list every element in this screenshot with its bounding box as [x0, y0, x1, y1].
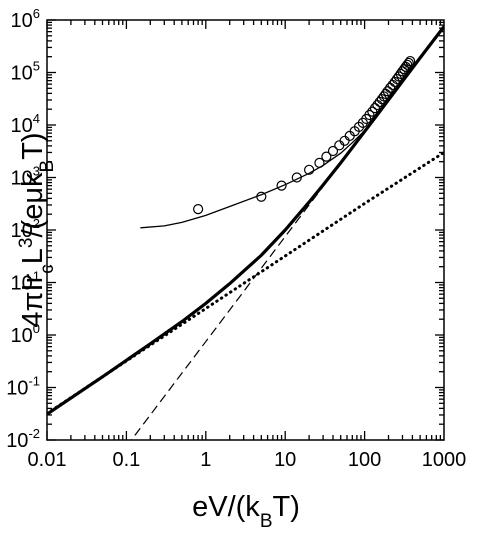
data-point	[314, 157, 325, 168]
data-point	[393, 71, 404, 82]
data-point	[364, 109, 375, 121]
y-tick-label: 106	[11, 6, 40, 32]
axis-ticks	[46, 19, 444, 441]
y-tick-labels: 10-2 10-1 100 101 102 103 104 105 106	[6, 6, 40, 452]
y-axis-label: 4πIrcL3/(eμkBT)	[16, 132, 58, 327]
data-point	[291, 172, 302, 183]
x-tick-label: 0.01	[28, 449, 67, 471]
series-line-dotted	[47, 150, 444, 415]
x-tick-label: 10	[274, 449, 296, 471]
y-tick-label: 103	[11, 164, 40, 190]
data-series	[47, 25, 444, 440]
x-tick-label: 1000	[422, 449, 467, 471]
x-tick-label: 0.1	[112, 449, 140, 471]
y-tick-label: 100	[11, 321, 40, 347]
data-point	[367, 106, 378, 117]
x-axis-label: eV/(kBT)	[192, 491, 300, 532]
data-point	[327, 145, 339, 157]
data-point	[391, 73, 402, 85]
data-point	[193, 204, 204, 215]
data-point	[256, 191, 267, 202]
y-tick-label: 10-2	[6, 426, 40, 452]
data-point	[403, 57, 414, 69]
data-point	[304, 164, 315, 175]
data-point	[321, 151, 332, 162]
y-tick-label: 102	[11, 216, 40, 242]
x-tick-labels: 0.01 0.1 1 10 100 1000	[28, 449, 467, 471]
series-line-thin-solid	[140, 26, 444, 229]
x-tick-label: 100	[348, 449, 381, 471]
data-point	[357, 117, 368, 128]
x-tick-label: 1	[200, 449, 211, 471]
y-tick-label: 105	[11, 59, 40, 85]
data-point	[382, 86, 393, 97]
data-point	[405, 55, 416, 67]
series-line-thick-solid	[47, 25, 444, 416]
y-tick-label: 10-1	[6, 374, 40, 400]
y-tick-label: 104	[11, 111, 40, 137]
plot-frame	[46, 19, 445, 441]
data-point	[276, 180, 287, 191]
series-line-dashed	[130, 26, 444, 440]
y-tick-label: 101	[11, 269, 40, 295]
data-point	[378, 91, 389, 102]
